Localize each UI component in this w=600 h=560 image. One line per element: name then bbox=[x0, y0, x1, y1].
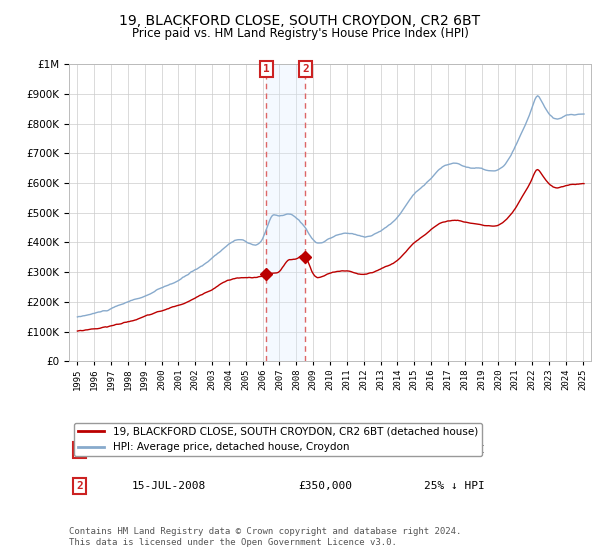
Text: £294,000: £294,000 bbox=[299, 445, 353, 455]
Text: Price paid vs. HM Land Registry's House Price Index (HPI): Price paid vs. HM Land Registry's House … bbox=[131, 27, 469, 40]
Text: Contains HM Land Registry data © Crown copyright and database right 2024.
This d: Contains HM Land Registry data © Crown c… bbox=[69, 528, 461, 547]
Text: 15-JUL-2008: 15-JUL-2008 bbox=[131, 481, 206, 491]
Bar bbox=[266, 64, 305, 361]
Text: 25% ↓ HPI: 25% ↓ HPI bbox=[424, 481, 485, 491]
Text: 27% ↓ HPI: 27% ↓ HPI bbox=[424, 445, 485, 455]
Text: 2: 2 bbox=[76, 481, 83, 491]
Text: 17-MAR-2006: 17-MAR-2006 bbox=[131, 445, 206, 455]
Text: £350,000: £350,000 bbox=[299, 481, 353, 491]
Text: 1: 1 bbox=[76, 445, 83, 455]
Text: 19, BLACKFORD CLOSE, SOUTH CROYDON, CR2 6BT: 19, BLACKFORD CLOSE, SOUTH CROYDON, CR2 … bbox=[119, 14, 481, 28]
Text: 1: 1 bbox=[263, 64, 269, 74]
Text: 2: 2 bbox=[302, 64, 309, 74]
Legend: 19, BLACKFORD CLOSE, SOUTH CROYDON, CR2 6BT (detached house), HPI: Average price: 19, BLACKFORD CLOSE, SOUTH CROYDON, CR2 … bbox=[74, 423, 482, 456]
